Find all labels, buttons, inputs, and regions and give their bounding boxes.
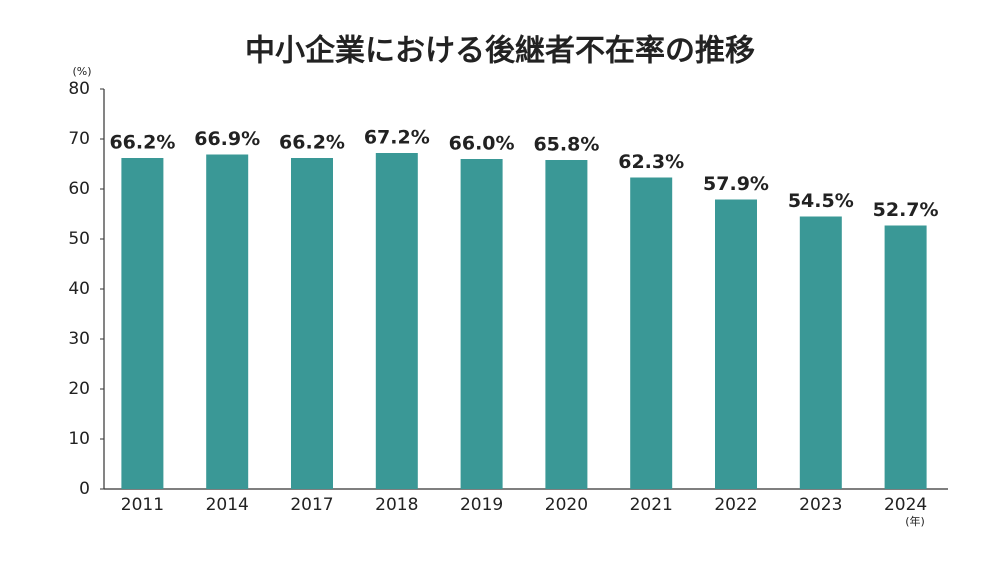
value-label: 54.5% <box>788 190 854 212</box>
value-label: 66.2% <box>109 132 175 154</box>
bar <box>375 153 418 489</box>
value-label: 62.3% <box>618 151 684 173</box>
y-tick-label: 30 <box>68 329 90 349</box>
y-tick-label: 40 <box>68 279 90 299</box>
value-label: 66.0% <box>449 133 515 155</box>
bar <box>715 199 757 489</box>
value-label: 66.9% <box>194 128 260 150</box>
x-tick-label: 2019 <box>460 495 503 515</box>
bar <box>291 158 333 489</box>
y-tick-label: 50 <box>68 229 90 249</box>
x-axis-unit: (年) <box>905 514 925 528</box>
value-label: 52.7% <box>873 199 939 221</box>
x-tick-label: 2022 <box>714 495 757 515</box>
x-tick-label: 2011 <box>121 495 164 515</box>
y-tick-label: 70 <box>68 129 90 149</box>
y-axis-unit: (%) <box>72 65 91 78</box>
x-tick-label: 2014 <box>206 495 249 515</box>
y-tick-label: 60 <box>68 179 90 199</box>
bar <box>545 160 588 489</box>
x-tick-label: 2024 <box>884 495 927 515</box>
value-label: 66.2% <box>279 132 345 154</box>
value-label: 65.8% <box>533 134 599 156</box>
y-tick-label: 20 <box>68 379 90 399</box>
y-tick-label: 10 <box>68 429 90 449</box>
x-tick-label: 2023 <box>799 495 842 515</box>
bar <box>799 216 842 489</box>
value-label: 67.2% <box>364 127 430 149</box>
bar <box>460 159 503 489</box>
x-tick-label: 2021 <box>630 495 673 515</box>
chart-title: 中小企業における後継者不在率の推移 <box>245 34 755 69</box>
bar <box>121 158 164 489</box>
y-tick-label: 0 <box>79 479 90 499</box>
x-tick-label: 2020 <box>545 495 588 515</box>
x-tick-label: 2017 <box>290 495 333 515</box>
bar <box>206 154 249 489</box>
bar <box>884 225 927 489</box>
value-label: 57.9% <box>703 173 769 195</box>
bar <box>630 177 673 489</box>
y-tick-label: 80 <box>68 79 90 99</box>
x-tick-label: 2018 <box>375 495 418 515</box>
